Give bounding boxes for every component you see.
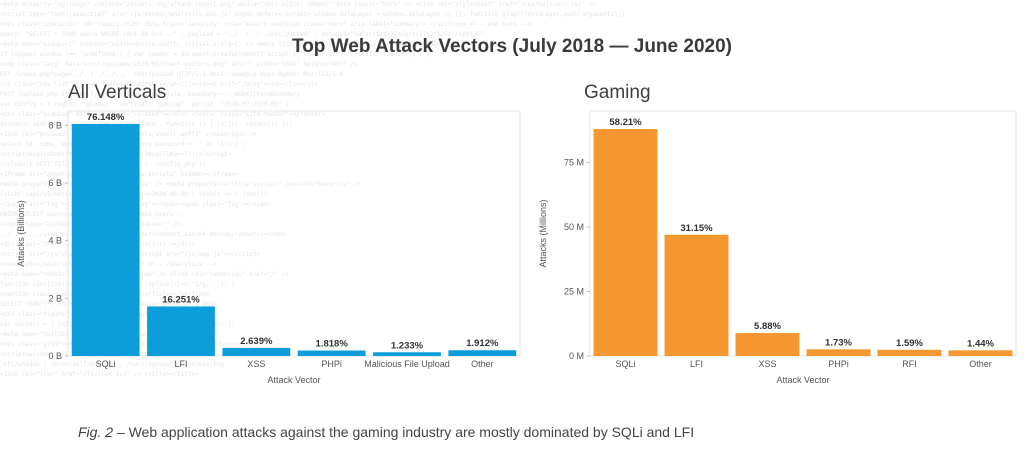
all-ytick-label: 0 B — [48, 351, 62, 361]
gaming-bar-sqli — [593, 129, 658, 356]
all-category-label: XSS — [247, 359, 265, 369]
all-x-axis-title: Attack Vector — [267, 375, 320, 385]
gaming-chart-group: 0 M 25 M 50 M 75 M 58.21% SQLi 31.15% LFI 5.88% X… — [538, 110, 1017, 385]
gaming-bar-other — [948, 350, 1013, 356]
gaming-bar-xss — [735, 333, 800, 356]
all-category-label: Other — [471, 359, 494, 369]
all-data-label: 1.818% — [316, 339, 349, 350]
panel-title-gaming: Gaming — [584, 82, 651, 103]
all-data-label: 16.251% — [162, 294, 200, 305]
gaming-ytick-label: 0 M — [569, 351, 584, 361]
all-category-label: PHPi — [321, 359, 342, 369]
gaming-bar-lfi — [664, 234, 729, 356]
all-data-label: 76.148% — [87, 112, 125, 123]
gaming-bar-rfi — [877, 349, 942, 356]
gaming-category-label: PHPi — [828, 359, 849, 369]
gaming-ytick-label: 75 M — [564, 158, 584, 168]
all-data-label: 1.912% — [466, 338, 499, 349]
gaming-plot-frame — [589, 110, 1017, 357]
gaming-data-label: 31.15% — [680, 223, 713, 234]
all-data-label: 2.639% — [240, 336, 273, 347]
gaming-data-label: 1.44% — [967, 338, 994, 349]
gaming-data-label: 5.88% — [754, 321, 781, 332]
all-y-axis-title: Attacks (Billions) — [16, 200, 26, 267]
gaming-x-axis-title: Attack Vector — [776, 375, 829, 385]
gaming-ytick-label: 50 M — [564, 222, 584, 232]
panel-title-all-verticals: All Verticals — [68, 82, 167, 103]
gaming-y-axis-title: Attacks (Millions) — [538, 199, 548, 267]
all-ytick-label: 8 B — [48, 120, 62, 130]
all-ytick-label: 4 B — [48, 236, 62, 246]
all-category-label: Malicious File Upload — [364, 359, 450, 369]
all-bar-xss — [222, 347, 291, 356]
gaming-category-label: SQLi — [615, 359, 635, 369]
gaming-category-label: RFI — [902, 359, 917, 369]
gaming-data-label: 1.59% — [896, 338, 923, 349]
all-ytick-label: 6 B — [48, 178, 62, 188]
gaming-category-label: LFI — [690, 359, 703, 369]
gaming-data-label: 1.73% — [825, 337, 852, 348]
caption-separator: – — [113, 424, 129, 440]
gaming-category-label: XSS — [758, 359, 776, 369]
all-ytick-label: 2 B — [48, 293, 62, 303]
caption-fig-label: Fig. 2 — [78, 424, 114, 440]
all-bar-malicious-file-upload — [373, 352, 441, 356]
all-bar-lfi — [147, 306, 215, 356]
gaming-bar-phpi — [806, 349, 871, 356]
all-plot-frame — [67, 110, 521, 357]
chart-main-title: Top Web Attack Vectors (July 2018 — June… — [292, 36, 732, 57]
all-data-label: 1.233% — [391, 340, 424, 351]
figure-caption: Fig. 2 – Web application attacks against… — [78, 424, 694, 440]
all-chart-group: 0 B 2 B 4 B 6 B 8 B 76.148% SQLi 16.251% LFI 2.63… — [16, 110, 521, 385]
all-bar-phpi — [297, 350, 366, 356]
gaming-ytick-label: 25 M — [564, 287, 584, 297]
gaming-category-label: Other — [969, 359, 992, 369]
all-bar-other — [448, 350, 517, 356]
all-category-label: SQLi — [96, 359, 116, 369]
gaming-data-label: 58.21% — [609, 117, 642, 128]
all-bar-sqli — [71, 123, 140, 357]
caption-text: Web application attacks against the gami… — [128, 424, 695, 440]
all-category-label: LFI — [174, 359, 187, 369]
